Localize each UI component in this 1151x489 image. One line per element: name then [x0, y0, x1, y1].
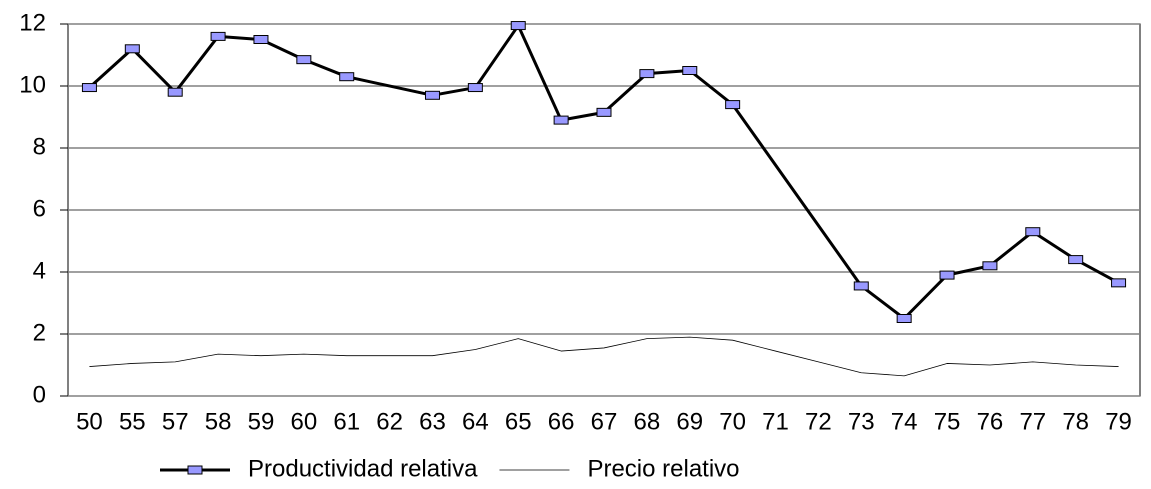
x-tick-label: 76: [977, 408, 1004, 435]
series-line: [89, 336, 1119, 377]
legend-label: Precio relativo: [587, 455, 739, 482]
data-marker: [939, 270, 955, 280]
data-marker: [896, 314, 912, 323]
x-tick-label: 77: [1019, 408, 1046, 435]
x-tick-label: 67: [591, 408, 618, 435]
data-marker: [253, 35, 269, 44]
y-tick-label: 6: [33, 195, 46, 222]
x-tick-label: 58: [205, 408, 232, 435]
y-tick-label: 12: [19, 9, 46, 36]
data-marker: [682, 66, 698, 75]
x-tick-label: 64: [462, 408, 489, 435]
x-tick-label: 78: [1062, 408, 1089, 435]
x-tick-label: 65: [505, 408, 532, 435]
data-marker: [553, 115, 569, 125]
x-tick-label: 59: [248, 408, 275, 435]
legend-marker: [187, 465, 203, 475]
x-tick-label: 70: [719, 408, 746, 435]
legend-label: Productividad relativa: [248, 455, 478, 482]
y-tick-label: 4: [33, 257, 46, 284]
data-marker: [467, 83, 483, 93]
x-tick-label: 61: [333, 408, 360, 435]
data-marker: [81, 83, 97, 93]
data-marker: [596, 107, 612, 117]
y-tick-label: 8: [33, 133, 46, 160]
x-tick-label: 66: [548, 408, 575, 435]
y-tick-label: 10: [19, 71, 46, 98]
x-tick-label: 71: [762, 408, 789, 435]
x-tick-label: 79: [1105, 408, 1132, 435]
data-marker: [725, 100, 741, 110]
x-tick-label: 63: [419, 408, 446, 435]
y-tick-label: 2: [33, 319, 46, 346]
data-marker: [510, 21, 526, 31]
series-line: [88, 24, 1120, 320]
data-marker: [1111, 278, 1127, 288]
data-marker: [639, 69, 655, 79]
data-marker: [339, 72, 355, 82]
data-marker: [1025, 227, 1041, 237]
data-marker: [1068, 255, 1084, 265]
x-tick-label: 50: [76, 408, 103, 435]
x-tick-label: 73: [848, 408, 875, 435]
data-marker: [210, 31, 226, 41]
data-marker: [853, 281, 869, 291]
x-tick-label: 75: [934, 408, 961, 435]
x-tick-label: 62: [376, 408, 403, 435]
data-marker: [124, 44, 140, 54]
x-tick-label: 55: [119, 408, 146, 435]
x-tick-label: 60: [290, 408, 317, 435]
data-marker: [424, 90, 440, 100]
x-tick-label: 74: [891, 408, 918, 435]
data-marker: [982, 261, 998, 271]
y-tick-label: 0: [33, 381, 46, 408]
x-tick-label: 72: [805, 408, 832, 435]
x-tick-label: 69: [676, 408, 703, 435]
x-tick-label: 57: [162, 408, 189, 435]
data-marker: [167, 87, 183, 97]
data-marker: [296, 55, 312, 65]
x-tick-label: 68: [634, 408, 661, 435]
